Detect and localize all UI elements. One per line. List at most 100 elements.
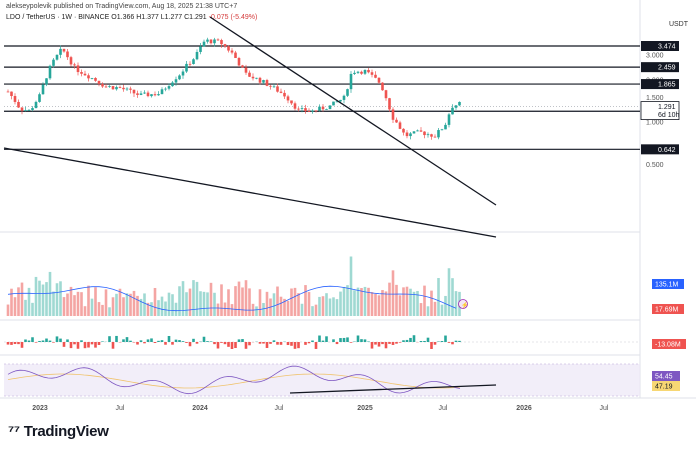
candle-body bbox=[367, 69, 370, 73]
macd-histogram-bar bbox=[143, 342, 146, 344]
candle-body bbox=[178, 75, 181, 80]
macd-histogram-bar bbox=[66, 339, 69, 342]
lower-trendline[interactable] bbox=[3, 147, 497, 238]
macd-histogram-bar bbox=[370, 342, 374, 349]
tradingview-logo[interactable]: ⁷⁷ TradingView bbox=[8, 423, 109, 440]
volume-bar bbox=[94, 287, 97, 316]
macd-histogram-bar bbox=[423, 340, 426, 342]
macd-histogram-bar bbox=[363, 339, 367, 342]
macd-histogram-bar bbox=[388, 342, 391, 344]
rsi-trendline[interactable] bbox=[289, 384, 497, 394]
volume-bar bbox=[115, 293, 118, 316]
candle-body bbox=[440, 129, 444, 131]
macd-histogram-bar bbox=[220, 342, 223, 343]
volume-bar bbox=[230, 304, 234, 316]
candle-body bbox=[356, 71, 360, 73]
upper-trendline[interactable] bbox=[209, 16, 497, 206]
candle-body bbox=[38, 94, 41, 102]
macd-histogram-bar bbox=[269, 342, 272, 344]
last-price-label: 1.291 bbox=[658, 104, 676, 111]
candle-body bbox=[13, 96, 17, 102]
candle-body bbox=[241, 65, 244, 68]
macd-histogram-bar bbox=[150, 338, 153, 342]
volume-bar bbox=[31, 302, 34, 316]
macd-histogram-bar bbox=[444, 335, 447, 342]
candle-body bbox=[279, 91, 283, 93]
volume-bar bbox=[279, 296, 283, 316]
volume-bar bbox=[48, 271, 52, 316]
level-tag-label: 2.459 bbox=[658, 65, 676, 72]
volume-bar bbox=[136, 295, 139, 316]
candle-body bbox=[209, 39, 213, 44]
candle-body bbox=[41, 84, 45, 95]
macd-histogram-bar bbox=[384, 342, 388, 349]
candle-body bbox=[454, 105, 458, 108]
volume-bar bbox=[244, 280, 248, 316]
volume-bar bbox=[132, 290, 136, 316]
volume-bar bbox=[76, 291, 80, 316]
macd-histogram-bar bbox=[402, 340, 405, 342]
candle-body bbox=[311, 110, 314, 112]
price-tick-label: 1.500 bbox=[646, 95, 664, 102]
volume-bar bbox=[402, 287, 405, 316]
volume-bar bbox=[430, 290, 433, 316]
candle-body bbox=[213, 39, 216, 44]
candle-body bbox=[430, 134, 433, 137]
volume-bar bbox=[426, 306, 430, 316]
volume-bar bbox=[111, 297, 115, 316]
macd-histogram-bar bbox=[146, 339, 150, 342]
candle-body bbox=[153, 94, 157, 96]
macd-histogram-bar bbox=[437, 341, 440, 342]
candle-body bbox=[321, 106, 325, 110]
macd-histogram-bar bbox=[157, 340, 160, 342]
volume-bar bbox=[258, 289, 262, 316]
candle-body bbox=[87, 75, 90, 79]
volume-bar bbox=[356, 287, 360, 316]
candle-body bbox=[97, 80, 101, 84]
volume-bar bbox=[181, 281, 185, 316]
level-tag-label: 3.474 bbox=[658, 44, 676, 51]
level-tag bbox=[641, 144, 679, 155]
candle-body bbox=[188, 63, 192, 65]
alert-icon[interactable] bbox=[458, 299, 468, 309]
volume-bar bbox=[419, 303, 423, 316]
volume-bar bbox=[297, 293, 300, 316]
candle-body bbox=[346, 89, 349, 96]
macd-histogram-bar bbox=[188, 342, 192, 347]
candle-body bbox=[360, 71, 363, 74]
macd-histogram-bar bbox=[234, 342, 237, 349]
volume-bar bbox=[416, 290, 419, 316]
volume-bar bbox=[339, 291, 342, 316]
macd-histogram-bar bbox=[374, 342, 377, 345]
rsi-tag-label: 54.45 bbox=[655, 374, 673, 381]
candle-body bbox=[318, 106, 321, 111]
volume-bar bbox=[451, 278, 454, 316]
candle-body bbox=[381, 82, 384, 91]
volume-bar bbox=[216, 303, 220, 316]
candle-body bbox=[262, 80, 265, 83]
candle-body bbox=[192, 59, 195, 65]
macd-histogram-bar bbox=[419, 341, 423, 342]
macd-histogram-bar bbox=[6, 342, 10, 345]
macd-histogram-bar bbox=[223, 342, 227, 345]
volume-bar bbox=[80, 292, 83, 316]
candle-body bbox=[272, 86, 276, 88]
rsi-band bbox=[4, 364, 640, 396]
volume-bar bbox=[59, 281, 62, 316]
candle-body bbox=[59, 48, 62, 55]
ohlc-close: C1.291 bbox=[184, 14, 207, 21]
volume-bar bbox=[370, 292, 374, 316]
macd-histogram-bar bbox=[94, 342, 97, 348]
volume-bar bbox=[283, 298, 286, 316]
macd-histogram-bar bbox=[433, 342, 437, 345]
volume-bar bbox=[346, 285, 349, 316]
macd-histogram-bar bbox=[216, 342, 220, 349]
volume-bar bbox=[97, 302, 101, 316]
volume-bar bbox=[195, 281, 199, 316]
candle-body bbox=[80, 72, 83, 74]
candle-body bbox=[143, 92, 146, 94]
macd-histogram-bar bbox=[160, 340, 164, 342]
macd-histogram-bar bbox=[311, 340, 314, 342]
macd-histogram-bar bbox=[87, 342, 90, 348]
